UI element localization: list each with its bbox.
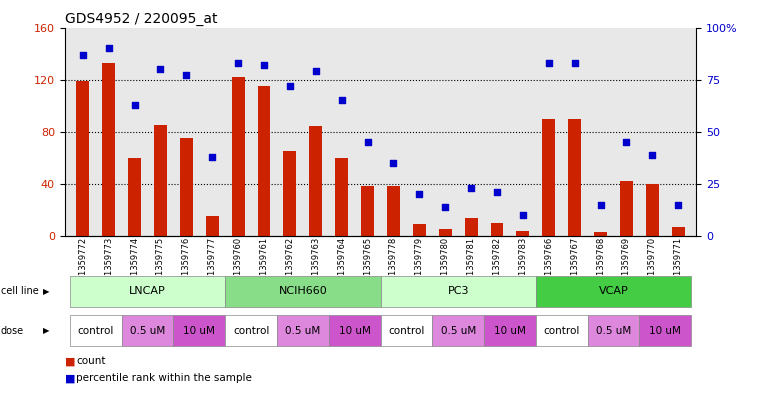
Text: 0.5 uM: 0.5 uM: [596, 325, 631, 336]
Bar: [568, 119, 581, 236]
Bar: [536, 275, 691, 307]
Bar: [646, 184, 659, 236]
Point: [413, 191, 425, 197]
Point: [129, 101, 141, 108]
Bar: [484, 315, 536, 346]
Point: [646, 151, 658, 158]
Bar: [283, 151, 296, 236]
Text: LNCAP: LNCAP: [129, 286, 166, 296]
Bar: [180, 138, 193, 236]
Bar: [329, 315, 380, 346]
Point: [103, 45, 115, 51]
Point: [439, 204, 451, 210]
Text: NCIH660: NCIH660: [279, 286, 327, 296]
Bar: [102, 62, 115, 236]
Bar: [620, 181, 633, 236]
Text: control: control: [233, 325, 269, 336]
Bar: [174, 315, 225, 346]
Point: [387, 160, 400, 166]
Bar: [76, 81, 89, 236]
Bar: [257, 86, 270, 236]
Bar: [672, 227, 685, 236]
Text: percentile rank within the sample: percentile rank within the sample: [76, 373, 252, 383]
Text: 0.5 uM: 0.5 uM: [285, 325, 320, 336]
Text: ▶: ▶: [43, 287, 50, 296]
Point: [672, 201, 684, 208]
Text: ■: ■: [65, 373, 75, 383]
Point: [568, 60, 581, 66]
Text: dose: dose: [1, 325, 24, 336]
Point: [77, 51, 89, 58]
Point: [180, 72, 193, 79]
Bar: [413, 224, 426, 236]
Point: [336, 97, 348, 103]
Text: ■: ■: [65, 356, 75, 366]
Point: [206, 154, 218, 160]
Bar: [517, 231, 530, 236]
Bar: [122, 315, 174, 346]
Point: [465, 185, 477, 191]
Text: control: control: [78, 325, 114, 336]
Text: PC3: PC3: [447, 286, 469, 296]
Point: [310, 68, 322, 74]
Text: control: control: [543, 325, 580, 336]
Bar: [465, 218, 478, 236]
Point: [543, 60, 555, 66]
Point: [361, 139, 374, 145]
Text: cell line: cell line: [1, 286, 39, 296]
Point: [258, 62, 270, 68]
Bar: [536, 315, 587, 346]
Point: [594, 201, 607, 208]
Bar: [70, 275, 225, 307]
Text: 0.5 uM: 0.5 uM: [441, 325, 476, 336]
Text: 0.5 uM: 0.5 uM: [130, 325, 165, 336]
Bar: [225, 315, 277, 346]
Bar: [277, 315, 329, 346]
Text: 10 uM: 10 uM: [494, 325, 526, 336]
Text: 10 uM: 10 uM: [339, 325, 371, 336]
Text: ▶: ▶: [43, 326, 50, 335]
Bar: [491, 223, 504, 236]
Text: GDS4952 / 220095_at: GDS4952 / 220095_at: [65, 12, 217, 26]
Point: [232, 60, 244, 66]
Bar: [309, 127, 322, 236]
Point: [154, 66, 167, 72]
Text: 10 uM: 10 uM: [183, 325, 215, 336]
Bar: [335, 158, 348, 236]
Bar: [380, 315, 432, 346]
Text: 10 uM: 10 uM: [649, 325, 681, 336]
Bar: [380, 275, 536, 307]
Bar: [439, 229, 452, 236]
Bar: [543, 119, 556, 236]
Bar: [387, 186, 400, 236]
Point: [517, 212, 529, 218]
Text: VCAP: VCAP: [599, 286, 629, 296]
Bar: [205, 216, 218, 236]
Text: control: control: [388, 325, 425, 336]
Point: [491, 189, 503, 195]
Bar: [154, 125, 167, 236]
Bar: [231, 77, 244, 236]
Point: [620, 139, 632, 145]
Bar: [639, 315, 691, 346]
Text: count: count: [76, 356, 106, 366]
Bar: [587, 315, 639, 346]
Bar: [70, 315, 122, 346]
Bar: [361, 186, 374, 236]
Bar: [594, 232, 607, 236]
Point: [284, 83, 296, 89]
Bar: [128, 158, 141, 236]
Bar: [432, 315, 484, 346]
Bar: [225, 275, 380, 307]
